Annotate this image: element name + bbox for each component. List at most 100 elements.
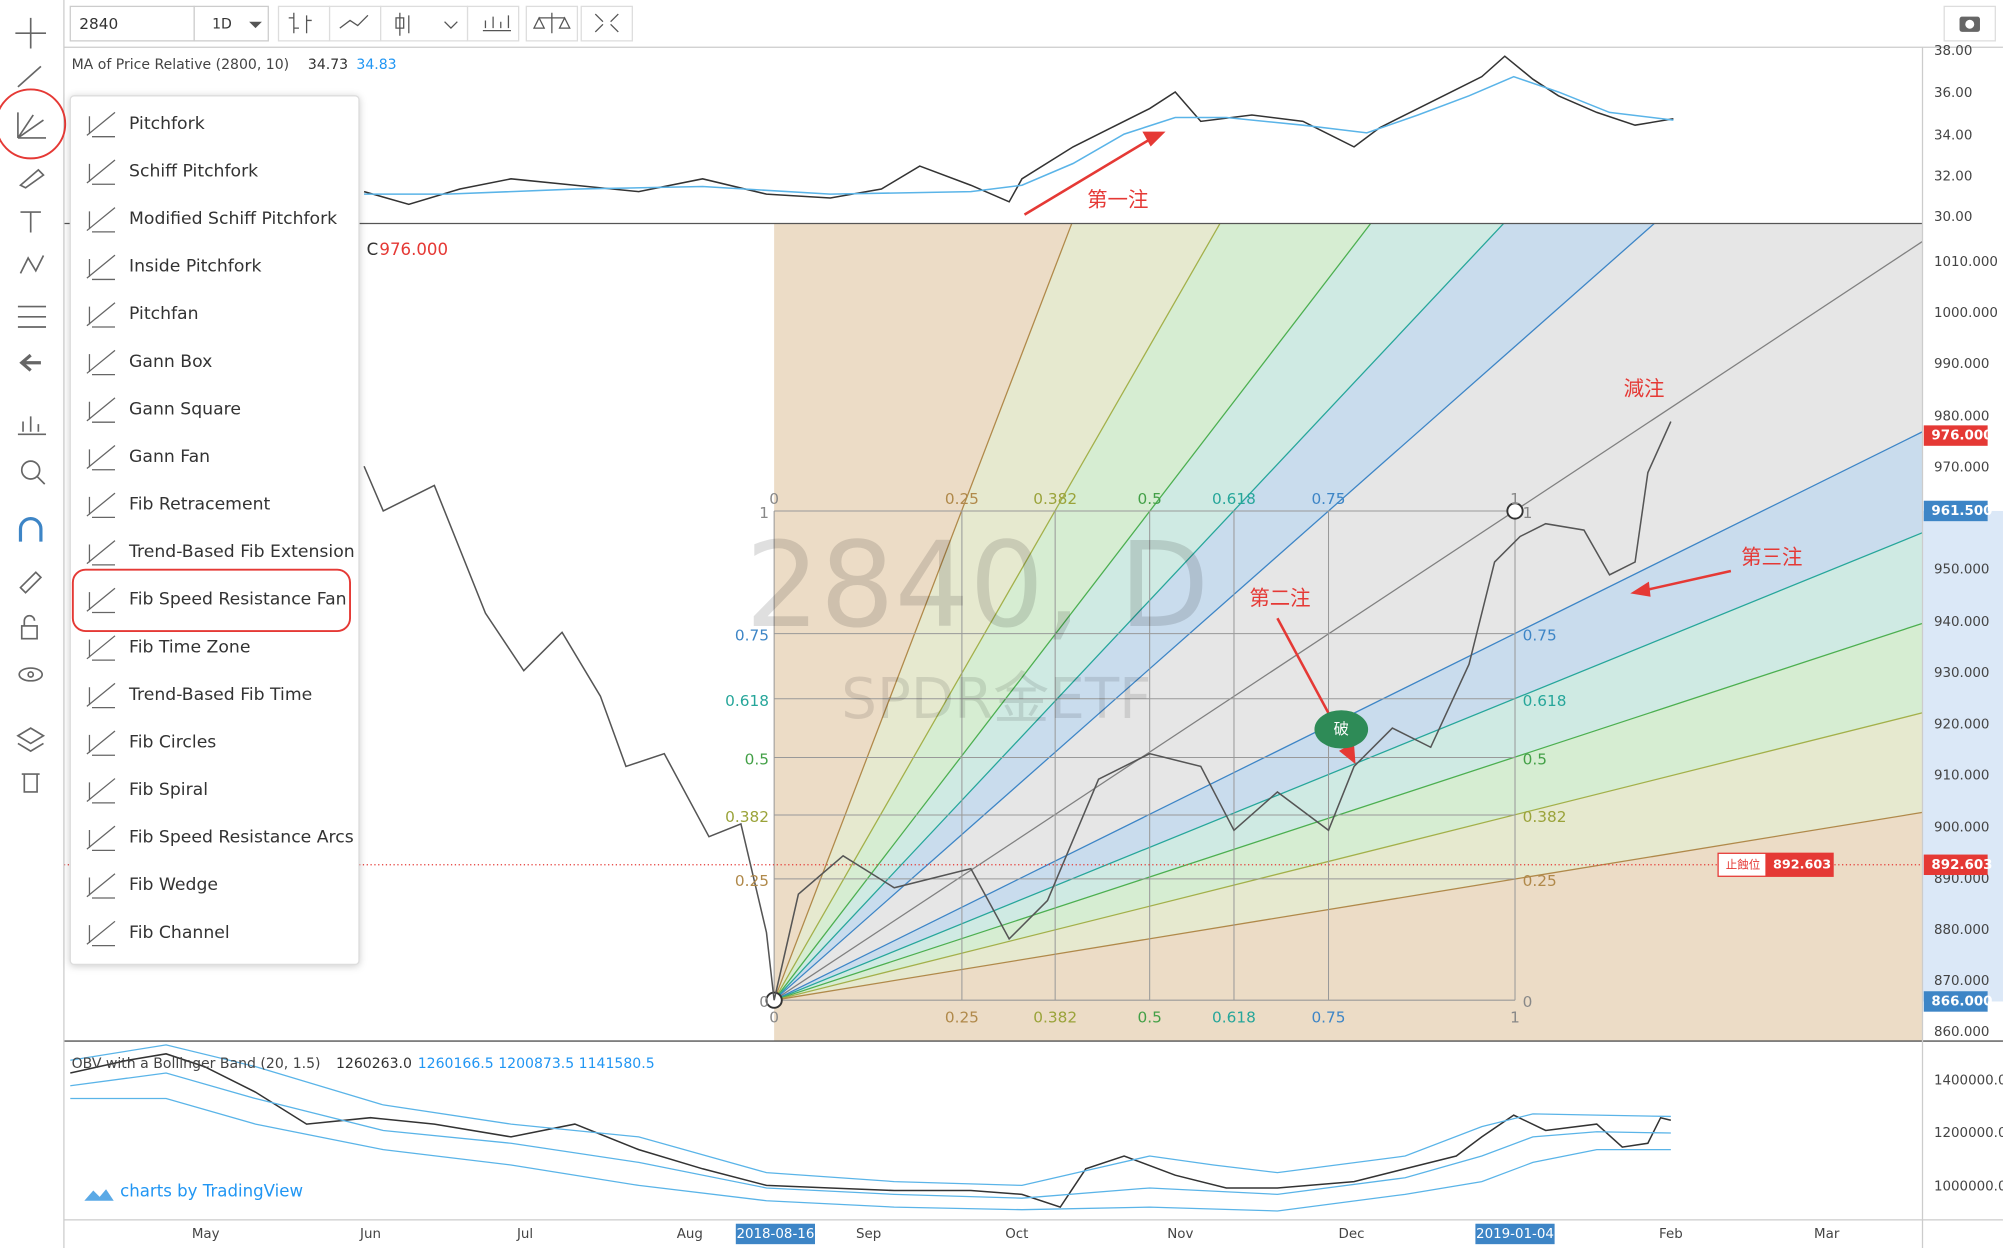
menu-item[interactable]: Modified Schiff Pitchfork — [86, 207, 337, 233]
y-axis-label: 1010.000 — [1934, 255, 1998, 270]
menu-icon — [86, 920, 116, 947]
indicator-value: 1141580.5 — [579, 1056, 655, 1072]
watermark-name: SPDR金ETF — [841, 667, 1151, 732]
menu-item[interactable]: Fib Retracement — [86, 492, 271, 518]
watermark: 2840, D — [745, 517, 1209, 654]
obv-band — [70, 1044, 1671, 1187]
menu-item[interactable]: Fib Wedge — [86, 873, 218, 899]
y-axis-label: 980.000 — [1934, 409, 1989, 424]
menu-item[interactable]: Fib Speed Resistance Fan — [86, 587, 347, 614]
top-toolbar — [69, 5, 1996, 42]
fib-bottom-label: 0.382 — [1033, 1009, 1077, 1027]
indicator-title: MA of Price Relative (2800, 10) — [72, 57, 290, 73]
menu-item[interactable]: Trend-Based Fib Extension — [86, 540, 355, 566]
x-axis-label: Sep — [856, 1227, 881, 1242]
menu-label: Gann Box — [129, 352, 212, 372]
y-axis-label: 940.000 — [1934, 615, 1989, 630]
menu-icon — [86, 111, 116, 138]
fib-right-label: 0.75 — [1523, 627, 1557, 645]
ma-line — [363, 55, 1674, 206]
fib-right-label: 0.382 — [1523, 808, 1567, 826]
menu-item[interactable]: Fib Circles — [86, 730, 216, 756]
symbol-input[interactable] — [69, 5, 195, 42]
menu-label: Fib Circles — [129, 732, 216, 752]
x-axis-label: Jun — [359, 1227, 381, 1242]
menu-item[interactable]: Fib Channel — [86, 920, 230, 947]
y-axis-label: 890.000 — [1934, 872, 1989, 887]
menu-label: Modified Schiff Pitchfork — [129, 209, 337, 229]
menu-item[interactable]: Inside Pitchfork — [86, 254, 262, 281]
price-badge — [1923, 854, 1988, 876]
annotation: 減注 — [1624, 377, 1665, 401]
price-badge — [1923, 500, 1988, 522]
indicator-value: 34.83 — [356, 57, 396, 73]
candles-button[interactable] — [380, 5, 469, 42]
menu-label: Schiff Pitchfork — [129, 161, 258, 181]
menu-icon — [86, 159, 116, 185]
fib-left-label: 0 — [759, 993, 769, 1011]
menu-label: Trend-Based Fib Time — [128, 685, 312, 705]
menu-label: Inside Pitchfork — [129, 257, 261, 277]
y-axis-label: 1400000.0 — [1934, 1074, 2003, 1089]
y-axis-label: 950.000 — [1934, 563, 1989, 578]
menu-item[interactable]: Pitchfork — [86, 111, 205, 138]
fib-top-label: 0.382 — [1033, 490, 1077, 508]
y-axis-label: 880.000 — [1934, 923, 1989, 938]
y-axis-label: 36.00 — [1934, 86, 1972, 101]
menu-item[interactable]: Pitchfan — [86, 302, 199, 328]
fib-top-label: 0.25 — [945, 490, 979, 508]
y-axis-label: 860.000 — [1934, 1025, 1989, 1040]
annotation: 破 — [1334, 720, 1349, 738]
menu-icon — [86, 492, 116, 518]
menu-item[interactable]: Fib Time Zone — [86, 635, 251, 661]
fib-right-label: 0.618 — [1523, 692, 1567, 710]
x-axis-label: Jul — [516, 1227, 533, 1242]
menu-label: Fib Speed Resistance Fan — [129, 590, 347, 610]
fullscreen-button[interactable] — [580, 5, 633, 42]
menu-item[interactable]: Fib Spiral — [86, 778, 208, 804]
price-badge-label: 892.603 — [1931, 858, 1992, 873]
x-axis-label: Dec — [1339, 1227, 1365, 1242]
indicator-value: 34.73 — [308, 57, 348, 73]
date-badge-label: 2018-08-16 — [736, 1227, 814, 1242]
pane-borders — [63, 0, 2003, 1248]
date-badge — [735, 1223, 816, 1245]
x-axis-label: Feb — [1659, 1227, 1683, 1242]
menu-icon — [86, 587, 116, 614]
fib-fan — [765, 223, 1923, 1042]
fib-bottom-label: 0.75 — [1311, 1009, 1345, 1027]
fib-bottom-label: 1 — [1510, 1009, 1520, 1027]
menu-label: Pitchfork — [129, 114, 205, 134]
drawing-tools-menu — [69, 95, 360, 966]
menu-item[interactable]: Trend-Based Fib Time — [86, 682, 312, 709]
ma-signal-line — [364, 75, 1674, 195]
fib-right-label: 0.25 — [1523, 872, 1557, 890]
indicator-value: 1260166.5 — [418, 1056, 494, 1072]
y-axis-label: 1200000.0 — [1934, 1126, 2003, 1141]
fib-left-label: 0.618 — [725, 692, 769, 710]
obv-band — [70, 1072, 1671, 1199]
bars-button[interactable] — [277, 5, 331, 42]
menu-label: Gann Fan — [129, 447, 210, 467]
x-axis-label: Nov — [1167, 1227, 1193, 1242]
stop-label: 止蝕位 — [1726, 857, 1760, 871]
fib-top-label: 0.618 — [1212, 490, 1256, 508]
menu-label: Trend-Based Fib Extension — [128, 542, 355, 562]
y-axis-label: 1000.000 — [1934, 306, 1998, 321]
stop-value: 892.603 — [1773, 857, 1831, 872]
menu-item[interactable]: Gann Box — [86, 349, 212, 376]
menu-item[interactable]: Schiff Pitchfork — [86, 159, 258, 185]
menu-item[interactable]: Gann Square — [86, 397, 241, 423]
menu-item[interactable]: Fib Speed Resistance Arcs — [86, 825, 354, 852]
fib-top-label: 0 — [769, 490, 779, 508]
menu-item[interactable]: Gann Fan — [86, 444, 210, 471]
axis-shade — [1922, 510, 2003, 1002]
obv-band — [70, 1097, 1671, 1212]
menu-icon — [86, 444, 116, 471]
annotation: 第二注 — [1249, 586, 1310, 610]
y-axis-label: 1000000.0 — [1934, 1180, 2003, 1195]
left-toolbar[interactable] — [15, 17, 47, 793]
stop-value-box — [1765, 853, 1834, 877]
